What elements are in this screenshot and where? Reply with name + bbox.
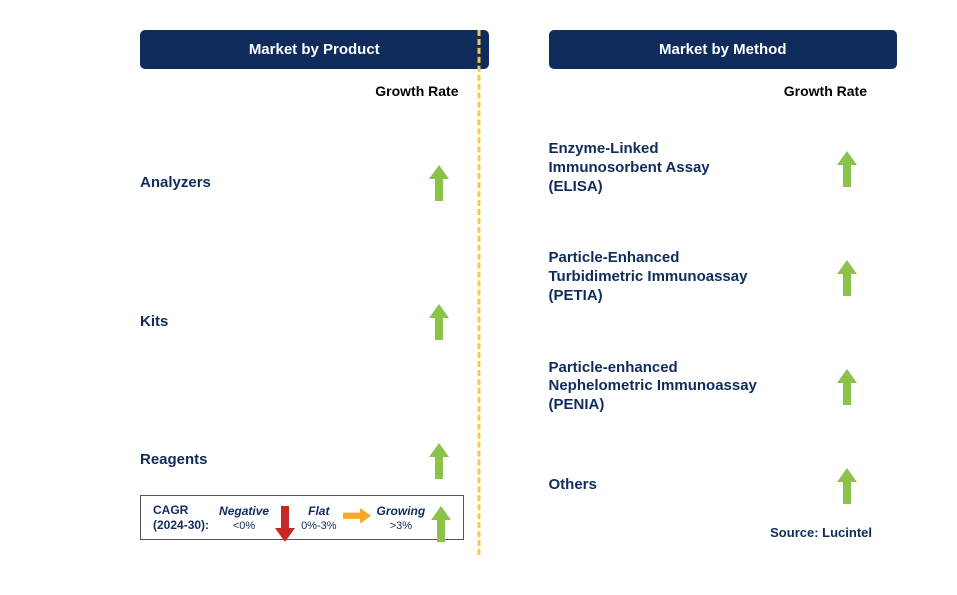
left-panel: Market by Product Growth Rate Analyzers K… [140,30,519,555]
row-item: Particle-Enhanced Turbidimetric Immunoas… [549,249,898,305]
legend-item-range: <0% [233,520,255,532]
arrow-up-icon [429,304,449,340]
legend-items: Negative <0% Flat 0%-3% Growing >3% [219,504,451,532]
legend-item: Growing >3% [377,504,426,532]
row-label: Kits [140,313,168,332]
arrow-up-icon [429,443,449,479]
cagr-line2: (2024-30): [153,518,209,532]
legend-item-range: 0%-3% [301,520,336,532]
arrow-up-icon [837,260,857,296]
cagr-line1: CAGR [153,503,188,517]
cagr-label: CAGR (2024-30): [153,503,209,532]
row-label: Particle-enhanced Nephelometric Immunoas… [549,359,759,415]
vertical-divider [477,30,480,555]
legend-item-label: Negative [219,504,269,518]
row-item: Analyzers [140,165,489,201]
arrow-up-icon [837,151,857,187]
row-item: Enzyme-Linked Immunosorbent Assay (ELISA… [549,140,898,196]
left-panel-title: Market by Product [140,30,489,69]
cagr-legend: CAGR (2024-30): Negative <0% Flat 0%-3% Grow… [140,495,464,540]
row-item: Kits [140,304,489,340]
source-label: Source: Lucintel [770,525,872,540]
legend-item-range: >3% [390,520,412,532]
arrow-up-icon [837,369,857,405]
right-rows: Enzyme-Linked Immunosorbent Assay (ELISA… [549,99,898,555]
row-label: Reagents [140,451,208,470]
right-panel: Market by Method Growth Rate Enzyme-Link… [519,30,898,555]
row-label: Analyzers [140,174,211,193]
row-label: Others [549,476,597,495]
row-label: Particle-Enhanced Turbidimetric Immunoas… [549,249,759,305]
right-column-header: Growth Rate [549,83,898,99]
row-item: Reagents [140,443,489,479]
left-column-header: Growth Rate [140,83,489,99]
row-item: Particle-enhanced Nephelometric Immunoas… [549,359,898,415]
arrow-down-icon [275,506,295,530]
row-item: Others [549,468,898,504]
arrow-up-icon [431,506,451,530]
left-rows: Analyzers Kits Reagents [140,99,489,555]
row-label: Enzyme-Linked Immunosorbent Assay (ELISA… [549,140,759,196]
legend-item-label: Flat [308,504,329,518]
arrow-up-icon [837,468,857,504]
legend-item: Negative <0% [219,504,269,532]
legend-item: Flat 0%-3% [301,504,336,532]
legend-item-label: Growing [377,504,426,518]
arrow-right-icon [343,508,371,528]
arrow-up-icon [429,165,449,201]
right-panel-title: Market by Method [549,30,898,69]
